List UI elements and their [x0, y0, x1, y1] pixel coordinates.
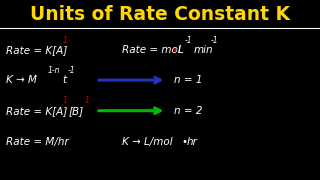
- Text: K → M: K → M: [6, 75, 37, 85]
- Text: Rate = K[A]: Rate = K[A]: [6, 45, 68, 55]
- Text: 1-n: 1-n: [47, 66, 60, 75]
- Text: 1: 1: [62, 96, 67, 105]
- Text: -1: -1: [67, 66, 75, 75]
- Text: hr: hr: [187, 137, 197, 147]
- Text: t: t: [62, 75, 67, 85]
- Text: Rate = K[A]: Rate = K[A]: [6, 106, 68, 116]
- Text: n = 1: n = 1: [174, 75, 203, 85]
- Text: Rate = M/hr: Rate = M/hr: [6, 137, 69, 147]
- Text: -1: -1: [185, 36, 193, 45]
- Text: •: •: [181, 137, 188, 147]
- Text: Rate = mol: Rate = mol: [122, 45, 180, 55]
- Text: min: min: [194, 45, 213, 55]
- Text: •: •: [171, 45, 177, 55]
- Text: 1: 1: [62, 36, 67, 45]
- Text: Units of Rate Constant K: Units of Rate Constant K: [30, 5, 290, 24]
- Text: -1: -1: [211, 36, 218, 45]
- Text: 1: 1: [84, 96, 89, 105]
- Text: L: L: [178, 45, 183, 55]
- Text: [B]: [B]: [69, 106, 84, 116]
- Text: K → L/mol: K → L/mol: [122, 137, 172, 147]
- Text: n = 2: n = 2: [174, 106, 203, 116]
